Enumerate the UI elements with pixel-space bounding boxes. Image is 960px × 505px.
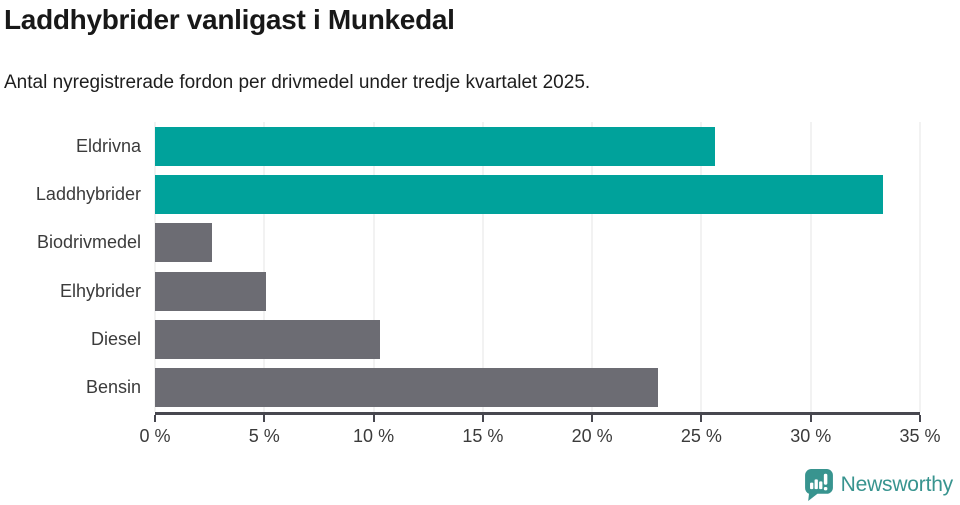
x-axis-tick xyxy=(372,415,375,422)
category-label: Bensin xyxy=(85,377,141,398)
chart-body: Eldrivna Laddhybrider Biodrivmedel Elhybrid… xyxy=(0,122,921,412)
bar-row xyxy=(155,122,920,170)
category-label: Biodrivmedel xyxy=(36,232,141,253)
bar-bensin xyxy=(155,368,658,408)
x-axis-tick xyxy=(154,415,156,422)
bar-row xyxy=(155,219,920,267)
newsworthy-wordmark: Newsworthy xyxy=(840,472,954,496)
gridline xyxy=(154,122,156,412)
x-axis-tick-label: 0 % xyxy=(139,426,171,446)
x-axis-tick xyxy=(700,415,703,422)
category-label: Diesel xyxy=(90,328,141,349)
gridline xyxy=(373,122,375,412)
x-axis-row: 0 % 5 % 10 % 15 % 20 % 25 % 30 % 35 % xyxy=(0,412,941,457)
x-axis-tick xyxy=(919,415,921,422)
bar-row xyxy=(155,315,920,363)
bar-diesel xyxy=(155,319,381,359)
x-axis-tick-label: 20 % xyxy=(571,426,613,446)
category-label: Laddhybrider xyxy=(35,183,141,204)
bar-chart: Eldrivna Laddhybrider Biodrivmedel Elhybrid… xyxy=(0,122,941,457)
bar-biodrivmedel xyxy=(155,223,212,263)
chart-subtitle: Antal nyregistrerade fordon per drivmede… xyxy=(4,72,591,93)
category-labels: Eldrivna Laddhybrider Biodrivmedel Elhybrid… xyxy=(0,122,155,412)
x-axis-tick-label: 10 % xyxy=(353,426,395,446)
x-axis-spacer xyxy=(0,412,155,457)
x-axis-tick xyxy=(481,415,484,422)
gridline xyxy=(919,122,921,412)
gridline xyxy=(810,122,812,412)
bars xyxy=(155,122,920,412)
plot-area xyxy=(154,122,921,412)
gridline xyxy=(482,122,484,412)
x-axis-tick-label: 15 % xyxy=(462,426,504,446)
bar-laddhybrider xyxy=(155,174,883,214)
bar-row xyxy=(155,170,920,218)
newsworthy-logo: Newsworthy xyxy=(804,468,953,501)
category-label: Elhybrider xyxy=(59,280,141,301)
speech-bubble-bar-chart-icon xyxy=(804,469,833,501)
x-axis: 0 % 5 % 10 % 15 % 20 % 25 % 30 % 35 % xyxy=(139,412,941,457)
bar-eldrivna xyxy=(155,126,715,166)
x-axis-tick-label: 30 % xyxy=(790,426,832,446)
x-axis-tick xyxy=(809,415,812,422)
x-axis-tick-label: 25 % xyxy=(680,426,722,446)
bar-row xyxy=(155,364,920,412)
category-label: Eldrivna xyxy=(75,135,141,156)
bar-row xyxy=(155,267,920,315)
x-axis-tick xyxy=(263,415,266,422)
x-axis-tick-label: 35 % xyxy=(899,426,941,446)
x-axis-tick-label: 5 % xyxy=(248,426,280,446)
gridline xyxy=(591,122,593,412)
gridline xyxy=(263,122,265,412)
chart-title: Laddhybrider vanligast i Munkedal xyxy=(4,4,455,35)
gridline xyxy=(700,122,702,412)
bar-elhybrider xyxy=(155,271,267,311)
x-axis-tick xyxy=(591,415,594,422)
